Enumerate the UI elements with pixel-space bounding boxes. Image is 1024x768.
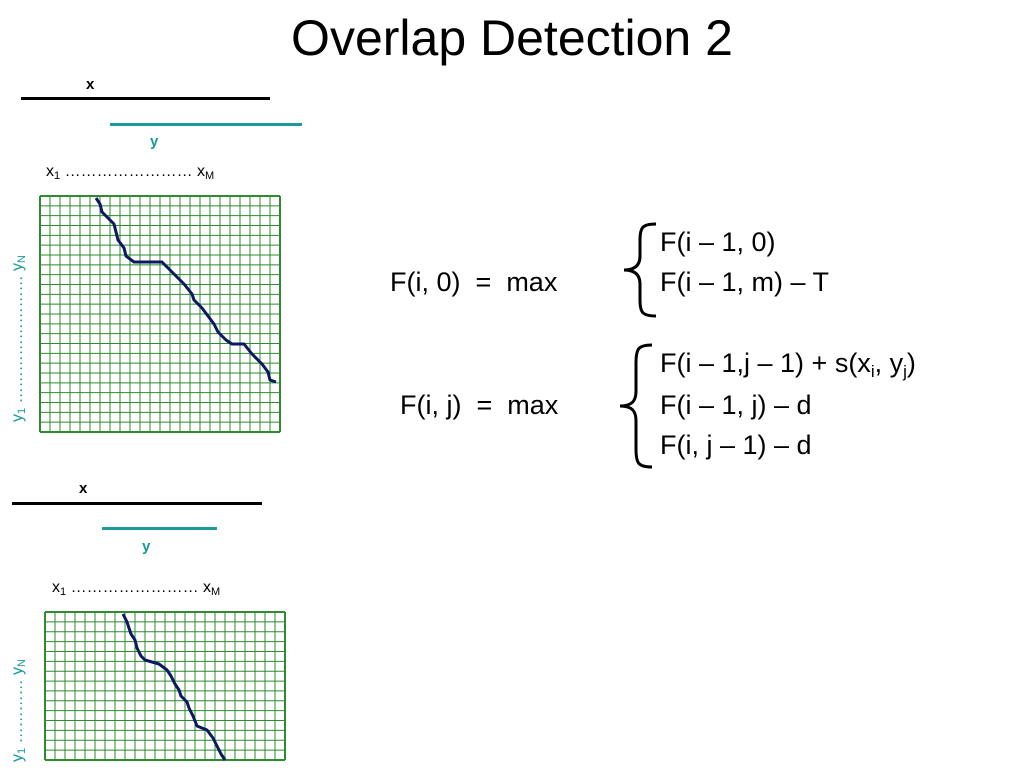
- x-axis-label: x1 …………………… xM: [52, 579, 221, 598]
- equation-case: F(i – 1, 0): [660, 227, 776, 257]
- equation-case: F(i – 1, j) – d: [660, 390, 812, 420]
- equation-lhs: F(i, 0) = max: [390, 267, 558, 297]
- left-brace-icon: [619, 343, 653, 469]
- left-brace-icon: [623, 222, 657, 318]
- sequence-y-line: [110, 123, 302, 126]
- alignment-matrix-grid: [44, 611, 286, 761]
- sequence-y-label: y: [142, 538, 151, 555]
- x-axis-label: x1 …………………… xM: [46, 163, 215, 182]
- sequence-x-label: x: [86, 76, 95, 93]
- y-axis-label: y1 …………………… yN: [9, 255, 28, 422]
- equation-case: F(i – 1, m) – T: [660, 267, 830, 297]
- sequence-x-label: x: [79, 480, 88, 497]
- equation-case: F(i – 1,j – 1) + s(xi, yj): [660, 348, 916, 381]
- alignment-path: [94, 197, 277, 384]
- equation-case: F(i, j – 1) – d: [660, 430, 812, 460]
- sequence-x-line: [21, 97, 270, 100]
- alignment-path: [121, 613, 227, 761]
- sequence-y-line: [102, 527, 217, 530]
- sequence-x-line: [12, 502, 262, 505]
- slide-title: Overlap Detection 2: [291, 10, 733, 66]
- y-axis-label: y1 ………… yN: [9, 659, 28, 762]
- sequence-y-label: y: [150, 133, 159, 150]
- alignment-matrix-grid: [39, 195, 281, 433]
- equation-lhs: F(i, j) = max: [400, 390, 559, 420]
